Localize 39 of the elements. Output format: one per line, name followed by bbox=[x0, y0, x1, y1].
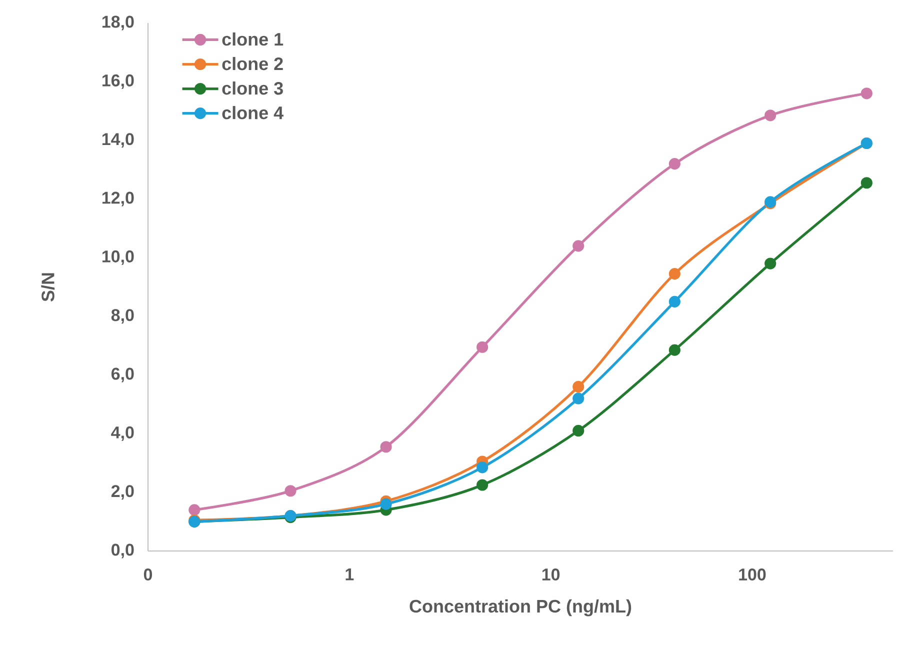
y-axis-title: S/N bbox=[41, 273, 55, 302]
point bbox=[764, 110, 776, 122]
legend-label: clone 3 bbox=[222, 82, 283, 95]
point bbox=[668, 158, 680, 170]
legend-label: clone 2 bbox=[222, 56, 283, 70]
point bbox=[476, 462, 488, 474]
point bbox=[380, 498, 392, 510]
point bbox=[764, 258, 776, 270]
point bbox=[476, 341, 488, 353]
point bbox=[572, 424, 584, 437]
legend-label: clone 4 bbox=[222, 106, 284, 120]
y-tick-label: 4,0 bbox=[111, 426, 134, 441]
x-tick-label: 1 bbox=[346, 568, 354, 580]
point bbox=[860, 177, 872, 189]
y-tick-label: 0,0 bbox=[112, 544, 134, 558]
point bbox=[572, 392, 584, 404]
legend-label: clone 1 bbox=[222, 32, 284, 46]
point bbox=[572, 380, 584, 393]
point bbox=[380, 441, 392, 453]
point bbox=[668, 268, 680, 280]
y-tick-label: 8,0 bbox=[111, 309, 134, 324]
point bbox=[668, 296, 680, 308]
point bbox=[476, 479, 488, 491]
y-tick-label: 18,0 bbox=[102, 16, 134, 30]
point bbox=[572, 240, 584, 252]
y-tick-label: 6,0 bbox=[111, 368, 134, 382]
y-tick-label: 14,0 bbox=[102, 133, 134, 148]
y-tick-label: 12,0 bbox=[102, 192, 134, 206]
point bbox=[188, 504, 200, 516]
y-tick-label: 10,0 bbox=[102, 250, 134, 265]
point bbox=[860, 88, 872, 100]
y-tick-label: 16,0 bbox=[102, 74, 134, 89]
point bbox=[668, 344, 680, 356]
x-tick-label: 10 bbox=[542, 568, 560, 581]
y-tick-label: 2,0 bbox=[111, 485, 134, 500]
x-tick-label: 100 bbox=[739, 568, 766, 581]
point bbox=[284, 485, 296, 497]
x-axis-title: Concentration PC (ng/mL) bbox=[410, 599, 632, 616]
x-tick-label: 0 bbox=[144, 568, 152, 581]
